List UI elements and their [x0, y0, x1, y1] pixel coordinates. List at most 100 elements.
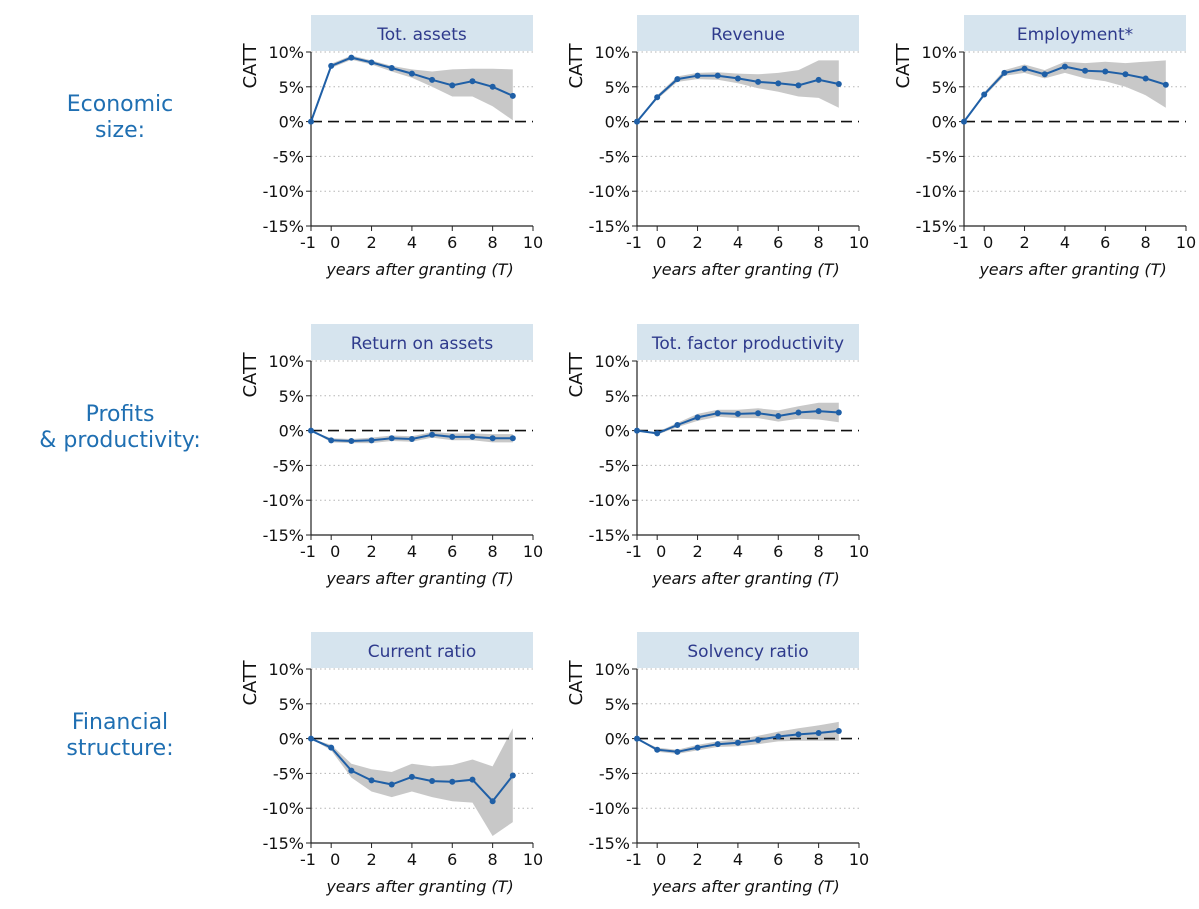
x-axis-label: years after granting (T): [325, 260, 513, 279]
x-tick-label: 8: [814, 542, 824, 561]
y-tick-label: -15%: [589, 834, 630, 853]
x-tick-label: 10: [523, 233, 543, 252]
x-tick-label: 10: [849, 233, 869, 252]
data-point: [775, 733, 782, 740]
x-tick-label: 4: [407, 850, 417, 869]
data-point: [348, 438, 355, 445]
data-point: [694, 72, 701, 79]
data-point: [449, 778, 456, 785]
x-tick-label: 2: [692, 233, 702, 252]
data-point: [654, 94, 661, 101]
panel-header: [311, 632, 533, 668]
data-point: [835, 81, 842, 88]
data-point: [734, 739, 741, 746]
y-axis-label: CATT: [566, 42, 587, 88]
x-axis-label: years after granting (T): [651, 569, 839, 588]
data-point: [509, 92, 516, 99]
x-tick-label: 0: [656, 850, 666, 869]
data-point: [755, 78, 762, 85]
y-tick-label: -10%: [263, 799, 304, 818]
y-axis-label: CATT: [240, 351, 261, 397]
data-point: [408, 70, 415, 77]
data-point: [654, 746, 661, 753]
data-point: [429, 76, 436, 83]
y-tick-label: 10%: [268, 43, 304, 62]
y-tick-label: -5%: [273, 456, 304, 475]
data-point: [815, 76, 822, 83]
y-tick-label: 0%: [279, 730, 304, 749]
data-point: [1102, 68, 1109, 75]
y-tick-label: 5%: [279, 387, 304, 406]
data-point: [429, 778, 436, 785]
x-tick-label: -1: [300, 233, 316, 252]
data-point: [734, 410, 741, 417]
x-tick-label: 0: [656, 233, 666, 252]
chart-panel: Current ratio 10% 5% 0% -5% -10% -15%-1 0 2 4 6 8 10…: [240, 632, 543, 896]
x-axis-label: years after granting (T): [325, 877, 513, 896]
x-tick-label: 2: [366, 850, 376, 869]
data-point: [1122, 71, 1129, 78]
data-point: [1021, 65, 1028, 72]
confidence-band: [311, 728, 513, 836]
data-point: [328, 62, 335, 69]
panel-header: [637, 632, 859, 668]
confidence-band: [964, 60, 1166, 122]
chart-panel: Tot. assets 10% 5% 0% -5% -10% -15%-1 0 2 4 6 8 10 CA…: [240, 15, 543, 279]
y-tick-label: 0%: [279, 422, 304, 441]
x-tick-label: 4: [733, 233, 743, 252]
panel-title: Current ratio: [368, 642, 476, 662]
data-point: [308, 118, 314, 125]
data-point: [388, 781, 395, 788]
data-point: [328, 744, 335, 751]
panel-title: Revenue: [711, 25, 785, 45]
x-tick-label: 8: [488, 542, 498, 561]
data-point: [674, 748, 681, 755]
y-tick-label: 10%: [594, 43, 630, 62]
x-tick-label: 8: [488, 850, 498, 869]
y-tick-label: 10%: [268, 352, 304, 371]
data-point: [674, 422, 681, 429]
data-point: [694, 744, 701, 751]
row-label-economic-size: Economic size:: [66, 92, 174, 143]
x-tick-label: 0: [330, 850, 340, 869]
chart-panel: Return on assets 10% 5% 0% -5% -10% -15%-1 0 2 4 6…: [240, 324, 543, 588]
y-tick-label: -15%: [916, 217, 957, 236]
data-point: [469, 433, 476, 440]
y-tick-label: 5%: [932, 78, 957, 97]
data-point: [1041, 71, 1048, 78]
data-point: [449, 82, 456, 89]
data-point: [795, 409, 802, 416]
x-tick-label: 8: [814, 850, 824, 869]
x-tick-label: 0: [983, 233, 993, 252]
chart-panel: Employment* 10% 5% 0% -5% -10% -15%-1 0 2 4 6 8 10 CA…: [893, 15, 1196, 279]
x-axis-label: years after granting (T): [978, 260, 1166, 279]
x-tick-label: 6: [1100, 233, 1110, 252]
y-tick-label: 0%: [932, 113, 957, 132]
x-tick-label: -1: [300, 542, 316, 561]
x-axis-label: years after granting (T): [651, 260, 839, 279]
y-tick-label: -5%: [273, 147, 304, 166]
chart-panel: Revenue 10% 5% 0% -5% -10% -15%-1 0 2 4 6 8 10 CATT ye…: [566, 15, 869, 279]
data-point: [674, 76, 681, 83]
y-tick-label: -5%: [599, 764, 630, 783]
y-tick-label: 0%: [279, 113, 304, 132]
x-tick-label: -1: [953, 233, 969, 252]
x-tick-label: 0: [330, 233, 340, 252]
x-tick-label: 6: [773, 233, 783, 252]
x-axis-label: years after granting (T): [651, 877, 839, 896]
data-point: [388, 435, 395, 442]
x-tick-label: 6: [773, 542, 783, 561]
x-tick-label: 8: [1141, 233, 1151, 252]
data-point: [368, 437, 375, 444]
data-point: [469, 78, 476, 85]
y-tick-label: -5%: [273, 764, 304, 783]
x-tick-label: 4: [407, 542, 417, 561]
row-label-profits-productivity: Profits & productivity:: [39, 402, 201, 453]
x-tick-label: -1: [626, 233, 642, 252]
data-point: [775, 80, 782, 87]
data-point: [634, 118, 640, 125]
y-tick-label: 0%: [605, 113, 630, 132]
data-point: [734, 75, 741, 82]
confidence-band: [637, 60, 839, 122]
y-tick-label: -15%: [589, 217, 630, 236]
